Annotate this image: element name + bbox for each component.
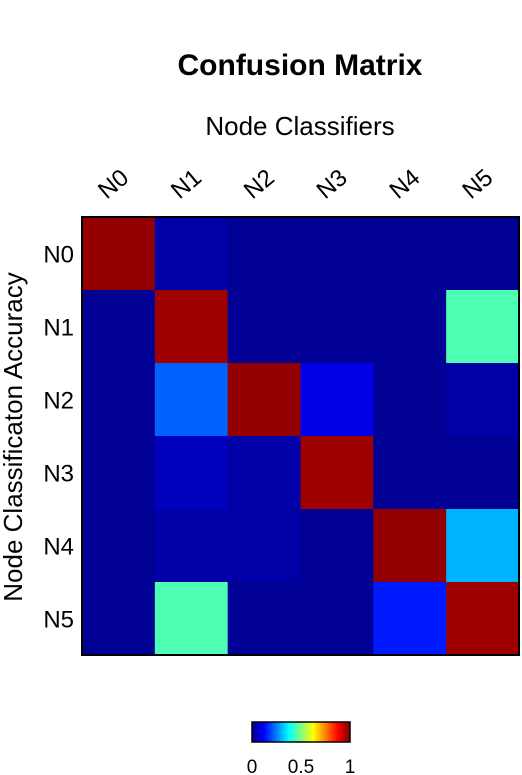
colorbar-gradient xyxy=(251,721,351,743)
heatmap-cell-n0-n1 xyxy=(154,217,229,291)
heatmap-cell-n2-n5 xyxy=(446,363,520,437)
colorbar-tick-label: 1 xyxy=(345,757,356,775)
heatmap-cell-n5-n1 xyxy=(154,582,229,656)
y-tick-label: N4 xyxy=(43,534,74,561)
heatmap-cell-n3-n3 xyxy=(300,436,374,510)
heatmap-cell-n1-n4 xyxy=(373,290,447,364)
colorbar-tick-labels: 0 0.5 1 xyxy=(247,757,356,775)
colorbar-tick-label: 0 xyxy=(247,757,258,775)
heatmap-cell-n3-n5 xyxy=(446,436,520,510)
heatmap-cell-n0-n0 xyxy=(82,217,156,291)
colorbar-tick-label: 0.5 xyxy=(288,757,314,775)
x-tick-label: N1 xyxy=(166,164,207,204)
x-tick-label: N0 xyxy=(93,164,134,204)
heatmap-cell-n1-n1 xyxy=(154,290,229,364)
heatmap-cells xyxy=(82,217,520,656)
heatmap-cell-n4-n0 xyxy=(82,509,156,583)
heatmap-cell-n1-n0 xyxy=(82,290,156,364)
heatmap-cell-n5-n4 xyxy=(373,582,447,656)
heatmap-cell-n4-n4 xyxy=(373,509,447,583)
heatmap-cell-n5-n0 xyxy=(82,582,156,656)
y-tick-label: N5 xyxy=(43,607,74,634)
heatmap-cell-n4-n3 xyxy=(300,509,374,583)
y-tick-label: N0 xyxy=(43,242,74,269)
heatmap-cell-n3-n1 xyxy=(154,436,229,510)
plot-frame xyxy=(81,216,520,656)
heatmap-cell-n1-n5 xyxy=(446,290,520,364)
y-tick-labels: N0 N1 N2 N3 N4 N5 xyxy=(43,242,74,634)
y-tick-label: N1 xyxy=(43,315,74,342)
chart-title: Confusion Matrix xyxy=(178,49,423,82)
heatmap-cell-n1-n3 xyxy=(300,290,374,364)
colorbar: 0 0.5 1 xyxy=(247,721,356,775)
y-axis-title: Node Classificaton Accuracy xyxy=(0,272,28,601)
heatmap-cell-n5-n5 xyxy=(446,582,520,656)
y-tick-label: N2 xyxy=(43,388,74,415)
x-tick-label: N5 xyxy=(457,164,498,204)
heatmap-cell-n5-n3 xyxy=(300,582,374,656)
x-axis-title: Node Classifiers xyxy=(205,111,394,141)
heatmap-cell-n5-n2 xyxy=(227,582,302,656)
heatmap-cell-n1-n2 xyxy=(227,290,302,364)
heatmap-cell-n2-n3 xyxy=(300,363,374,437)
heatmap-cell-n4-n1 xyxy=(154,509,229,583)
heatmap-cell-n2-n4 xyxy=(373,363,447,437)
heatmap-cell-n2-n2 xyxy=(227,363,302,437)
heatmap-cell-n3-n0 xyxy=(82,436,156,510)
heatmap-cell-n0-n3 xyxy=(300,217,374,291)
heatmap-cell-n2-n0 xyxy=(82,363,156,437)
y-tick-label: N3 xyxy=(43,461,74,488)
heatmap-cell-n4-n5 xyxy=(446,509,520,583)
x-tick-label: N4 xyxy=(384,164,425,204)
heatmap-cell-n2-n1 xyxy=(154,363,229,437)
x-tick-label: N2 xyxy=(239,164,280,204)
heatmap-cell-n3-n2 xyxy=(227,436,302,510)
heatmap-cell-n0-n4 xyxy=(373,217,447,291)
heatmap-cell-n0-n2 xyxy=(227,217,302,291)
x-tick-labels: N0 N1 N2 N3 N4 N5 xyxy=(93,164,498,204)
heatmap-cell-n3-n4 xyxy=(373,436,447,510)
x-tick-label: N3 xyxy=(312,164,353,204)
heatmap-cell-n4-n2 xyxy=(227,509,302,583)
heatmap-cell-n0-n5 xyxy=(446,217,520,291)
